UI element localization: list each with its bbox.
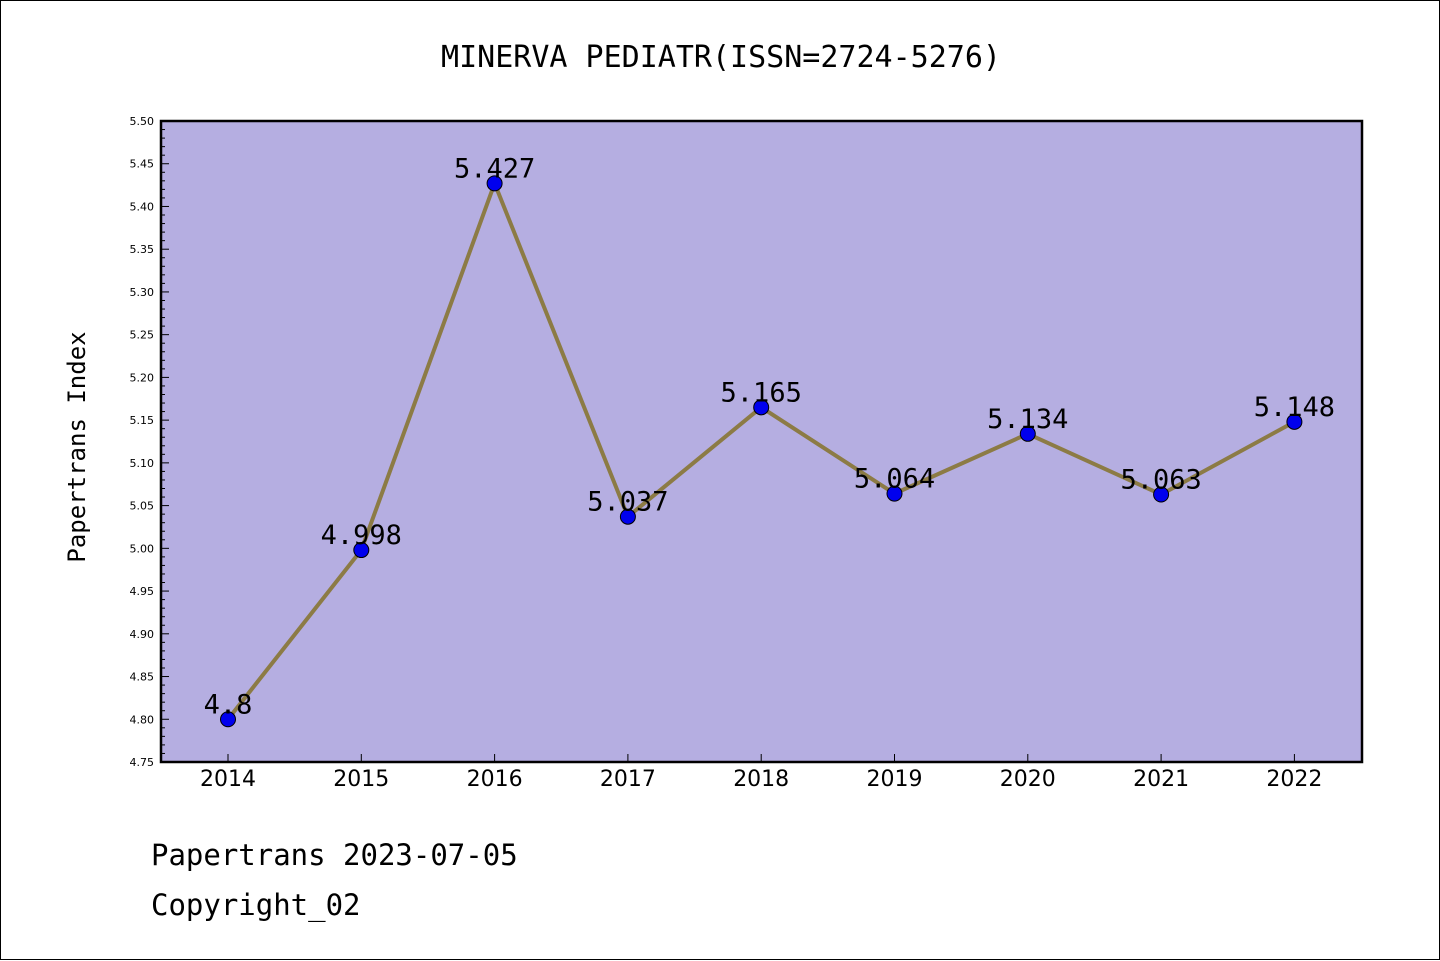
data-labels: 4.8 4.998 5.427 5.037 5.165 5.064 5.134 5.063 5.… [204, 153, 1335, 720]
y-tick-label: 5.05 [130, 500, 155, 513]
y-tick-label: 5.30 [130, 286, 155, 299]
footer-copyright: Copyright_02 [151, 888, 361, 923]
x-tick-label: 2019 [867, 767, 923, 792]
y-axis: 4.75 4.80 4.85 4.90 4.95 5.00 5.05 5.10 5.15 5.20… [130, 115, 169, 769]
data-point [353, 542, 370, 559]
series-group [220, 175, 1303, 728]
x-tick-label: 2021 [1133, 767, 1189, 792]
y-tick-label: 4.85 [130, 671, 155, 684]
y-tick-label: 5.20 [130, 371, 155, 384]
x-tick-label: 2015 [333, 767, 389, 792]
x-axis: 2014 2015 2016 2017 2018 2019 2020 2021 2022 [200, 754, 1322, 792]
data-label: 5.134 [987, 404, 1068, 435]
footer-date: Papertrans 2023-07-05 [151, 838, 518, 872]
y-tick-label: 5.00 [130, 542, 155, 555]
data-point [486, 175, 503, 192]
y-tick-label: 5.25 [130, 329, 155, 342]
y-tick-label: 4.75 [130, 756, 155, 769]
data-point [1019, 425, 1036, 442]
plot-border [159, 119, 1364, 764]
chart-title: MINERVA PEDIATR(ISSN=2724-5276) [441, 40, 1001, 75]
y-tick-label: 5.40 [130, 200, 155, 213]
y-axis-label: Papertrans Index [63, 331, 91, 562]
data-label: 4.998 [321, 520, 402, 551]
data-label: 4.8 [204, 689, 253, 720]
y-tick-label: 4.95 [130, 585, 155, 598]
x-tick-label: 2022 [1266, 767, 1322, 792]
data-point [886, 485, 903, 502]
x-tick-label: 2016 [467, 767, 523, 792]
data-point [753, 399, 770, 416]
y-tick-label: 5.45 [130, 158, 155, 171]
plot-area [161, 121, 1362, 762]
x-tick-label: 2014 [200, 767, 256, 792]
y-tick-label: 5.50 [130, 115, 155, 128]
y-tick-label: 4.90 [130, 628, 155, 641]
data-label: 5.148 [1254, 392, 1335, 423]
y-tick-label: 5.35 [130, 243, 155, 256]
data-point [1153, 486, 1170, 503]
x-tick-label: 2020 [1000, 767, 1056, 792]
y-tick-label: 5.10 [130, 457, 155, 470]
data-point [1286, 413, 1303, 430]
y-tick-label: 4.80 [130, 713, 155, 726]
data-label: 5.165 [721, 377, 802, 408]
data-label: 5.063 [1120, 464, 1201, 495]
y-tick-label: 5.15 [130, 414, 155, 427]
data-label: 5.037 [587, 487, 668, 518]
data-label: 5.064 [854, 464, 935, 495]
data-point [220, 711, 236, 728]
x-tick-label: 2018 [733, 767, 789, 792]
x-tick-label: 2017 [600, 767, 656, 792]
data-point [619, 508, 636, 525]
data-label: 5.427 [454, 153, 535, 184]
